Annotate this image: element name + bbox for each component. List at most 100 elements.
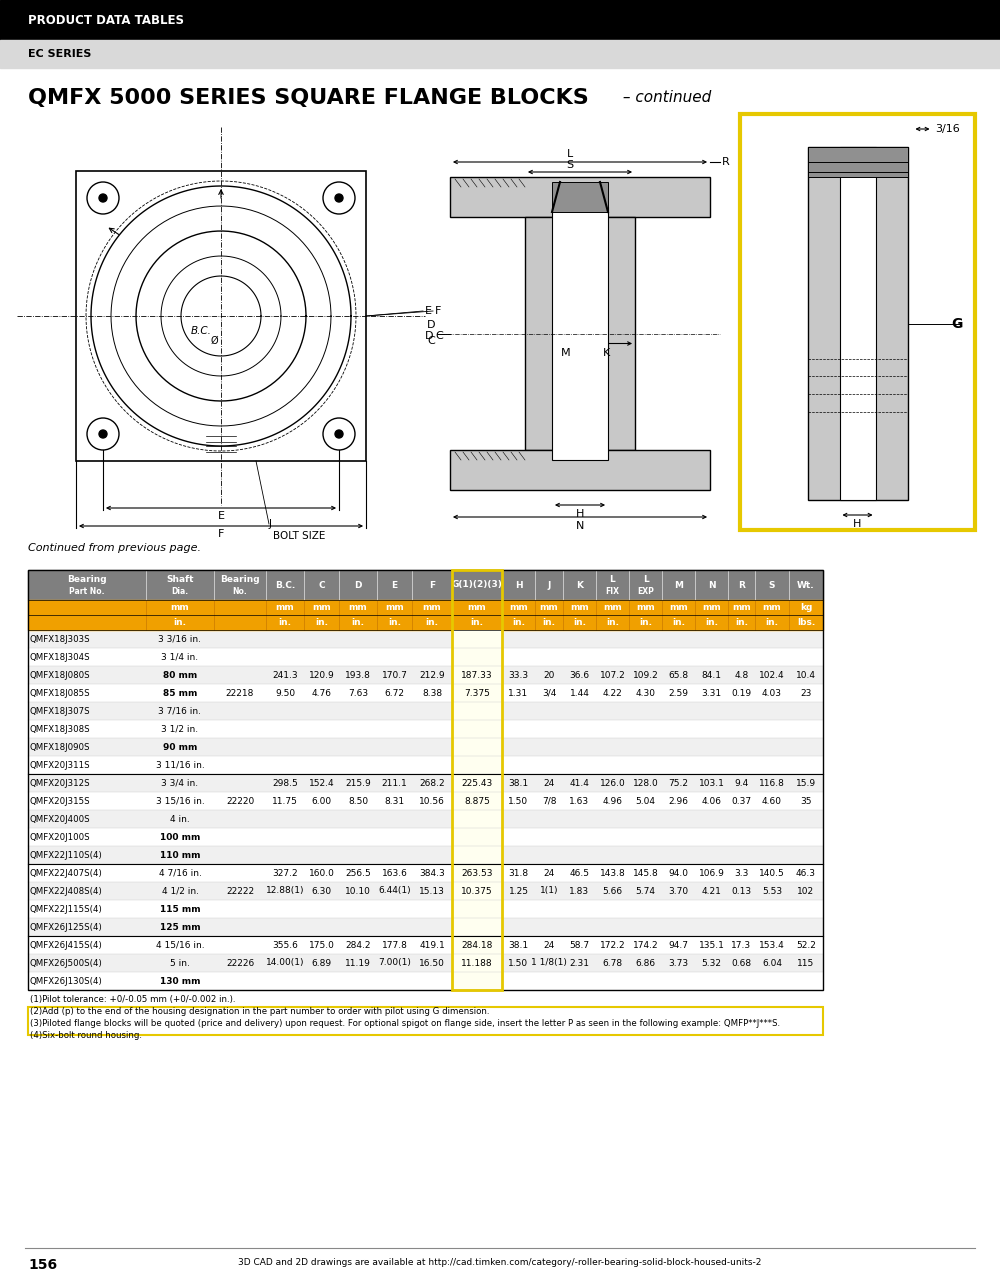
Bar bbox=[452, 570, 502, 989]
Text: 3.3: 3.3 bbox=[734, 869, 749, 878]
Text: 10.4: 10.4 bbox=[796, 671, 816, 680]
Bar bbox=[452, 846, 502, 864]
Text: 22220: 22220 bbox=[226, 796, 254, 805]
Text: E: E bbox=[425, 306, 432, 316]
Text: K: K bbox=[576, 581, 583, 590]
Text: D: D bbox=[425, 332, 434, 340]
Text: H: H bbox=[515, 581, 522, 590]
Text: mm: mm bbox=[509, 603, 528, 612]
Text: 284.2: 284.2 bbox=[345, 941, 371, 950]
Text: 7/8: 7/8 bbox=[542, 796, 556, 805]
Text: 263.53: 263.53 bbox=[461, 869, 493, 878]
Text: 46.5: 46.5 bbox=[570, 869, 590, 878]
Text: (2)Add (p) to the end of the housing designation in the part number to order wit: (2)Add (p) to the end of the housing des… bbox=[30, 1007, 490, 1016]
Text: 3/4: 3/4 bbox=[542, 689, 556, 698]
Text: 3 3/16 in.: 3 3/16 in. bbox=[158, 635, 202, 644]
Bar bbox=[28, 972, 823, 989]
Text: mm: mm bbox=[171, 603, 189, 612]
Text: 1 1/8(1): 1 1/8(1) bbox=[531, 959, 567, 968]
Text: 4.60: 4.60 bbox=[762, 796, 782, 805]
Text: F: F bbox=[429, 581, 435, 590]
Text: 5 in.: 5 in. bbox=[170, 959, 190, 968]
Bar bbox=[452, 900, 502, 918]
Text: mm: mm bbox=[570, 603, 589, 612]
Text: 65.8: 65.8 bbox=[668, 671, 689, 680]
Text: 0.19: 0.19 bbox=[731, 689, 752, 698]
Text: PRODUCT DATA TABLES: PRODUCT DATA TABLES bbox=[28, 14, 184, 27]
Text: QMFX18J090S: QMFX18J090S bbox=[30, 742, 90, 751]
Text: in.: in. bbox=[606, 618, 619, 627]
Bar bbox=[552, 182, 608, 212]
Text: 75.2: 75.2 bbox=[668, 778, 688, 787]
Text: QMFX26J500S(4): QMFX26J500S(4) bbox=[30, 959, 103, 968]
Text: (4)Six-bolt round housing.: (4)Six-bolt round housing. bbox=[30, 1030, 142, 1039]
Text: mm: mm bbox=[312, 603, 331, 612]
Text: 268.2: 268.2 bbox=[419, 778, 445, 787]
Text: in.: in. bbox=[542, 618, 556, 627]
Text: C: C bbox=[435, 332, 443, 340]
Bar bbox=[450, 177, 710, 218]
Text: 6.78: 6.78 bbox=[602, 959, 623, 968]
Text: 80 mm: 80 mm bbox=[163, 671, 197, 680]
Circle shape bbox=[323, 182, 355, 214]
Text: 116.8: 116.8 bbox=[759, 778, 785, 787]
Text: Ø: Ø bbox=[211, 335, 219, 346]
Text: B.C.: B.C. bbox=[275, 581, 295, 590]
Text: 177.8: 177.8 bbox=[382, 941, 407, 950]
Text: 100 mm: 100 mm bbox=[160, 832, 200, 841]
Text: B.C.: B.C. bbox=[191, 326, 212, 335]
Circle shape bbox=[335, 195, 343, 202]
Text: 9.4: 9.4 bbox=[734, 778, 749, 787]
Bar bbox=[28, 600, 823, 630]
Text: 5.53: 5.53 bbox=[762, 887, 782, 896]
Text: 0.13: 0.13 bbox=[731, 887, 752, 896]
Text: QMFX26J125S(4): QMFX26J125S(4) bbox=[30, 923, 103, 932]
Text: L: L bbox=[643, 576, 648, 585]
Text: 11.75: 11.75 bbox=[272, 796, 298, 805]
Text: 135.1: 135.1 bbox=[699, 941, 724, 950]
Text: 298.5: 298.5 bbox=[272, 778, 298, 787]
Text: 0.68: 0.68 bbox=[731, 959, 752, 968]
Text: 4.06: 4.06 bbox=[702, 796, 722, 805]
Text: 20: 20 bbox=[543, 671, 555, 680]
Text: 4 1/2 in.: 4 1/2 in. bbox=[162, 887, 198, 896]
Text: 22218: 22218 bbox=[226, 689, 254, 698]
Text: mm: mm bbox=[385, 603, 404, 612]
Text: 10.375: 10.375 bbox=[461, 887, 493, 896]
Text: 6.04: 6.04 bbox=[762, 959, 782, 968]
Text: QMFX20J400S: QMFX20J400S bbox=[30, 814, 91, 823]
Text: 4 in.: 4 in. bbox=[170, 814, 190, 823]
Circle shape bbox=[99, 195, 107, 202]
Text: 1(1): 1(1) bbox=[540, 887, 558, 896]
Text: mm: mm bbox=[603, 603, 622, 612]
Circle shape bbox=[99, 430, 107, 438]
Text: 128.0: 128.0 bbox=[633, 778, 658, 787]
Bar bbox=[28, 900, 823, 918]
Text: 160.0: 160.0 bbox=[309, 869, 334, 878]
Text: 36.6: 36.6 bbox=[569, 671, 590, 680]
Text: 8.31: 8.31 bbox=[384, 796, 405, 805]
Text: lbs.: lbs. bbox=[797, 618, 815, 627]
Text: in.: in. bbox=[705, 618, 718, 627]
Text: 110 mm: 110 mm bbox=[160, 850, 200, 859]
Bar bbox=[452, 882, 502, 900]
Text: 3D CAD and 2D drawings are available at http://cad.timken.com/category/-roller-b: 3D CAD and 2D drawings are available at … bbox=[238, 1258, 762, 1267]
Text: 3 7/16 in.: 3 7/16 in. bbox=[158, 707, 202, 716]
Bar bbox=[28, 792, 823, 810]
Text: 31.8: 31.8 bbox=[508, 869, 529, 878]
Text: kg: kg bbox=[800, 603, 812, 612]
Text: 85 mm: 85 mm bbox=[163, 689, 197, 698]
Text: 143.8: 143.8 bbox=[600, 869, 625, 878]
Text: N: N bbox=[576, 521, 584, 531]
Bar bbox=[28, 846, 823, 864]
Text: G: G bbox=[952, 316, 963, 330]
Text: 103.1: 103.1 bbox=[699, 778, 724, 787]
Text: 4.96: 4.96 bbox=[602, 796, 622, 805]
Text: 1.63: 1.63 bbox=[569, 796, 590, 805]
Text: mm: mm bbox=[669, 603, 688, 612]
Text: 115 mm: 115 mm bbox=[160, 905, 200, 914]
Text: QMFX20J315S: QMFX20J315S bbox=[30, 796, 91, 805]
Text: 46.3: 46.3 bbox=[796, 869, 816, 878]
Text: 14.00(1): 14.00(1) bbox=[266, 959, 304, 968]
Text: 163.6: 163.6 bbox=[382, 869, 407, 878]
